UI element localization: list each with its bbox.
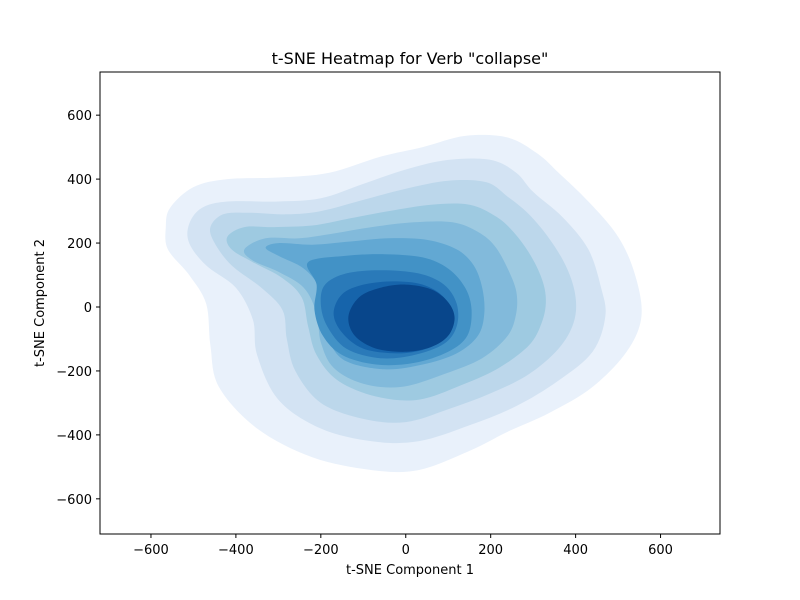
y-tick-label: −400 <box>56 429 92 444</box>
plot-frame <box>99 71 721 535</box>
x-tick-label: −400 <box>218 543 254 558</box>
y-tick-label: 400 <box>67 173 92 188</box>
x-tick-label: 400 <box>563 543 588 558</box>
x-tick-label: 0 <box>402 543 410 558</box>
y-tick-label: −600 <box>56 493 92 508</box>
y-tick-label: 600 <box>67 109 92 124</box>
y-tick-label: 200 <box>67 237 92 252</box>
y-axis-label: t-SNE Component 2 <box>33 239 48 367</box>
chart-title: t-SNE Heatmap for Verb "collapse" <box>272 49 549 68</box>
x-tick-label: −200 <box>303 543 339 558</box>
y-tick-label: 0 <box>84 301 92 316</box>
x-tick-label: 200 <box>478 543 503 558</box>
x-axis-label: t-SNE Component 1 <box>346 563 474 578</box>
y-tick-label: −200 <box>56 365 92 380</box>
x-tick-label: −600 <box>133 543 169 558</box>
plot-area <box>165 134 642 473</box>
x-axis: −600 −400 −200 0 200 400 600 <box>133 534 673 558</box>
x-tick-label: 600 <box>648 543 673 558</box>
y-axis: −600 −400 −200 0 200 400 600 <box>56 109 100 508</box>
density-level-10 <box>348 284 455 352</box>
